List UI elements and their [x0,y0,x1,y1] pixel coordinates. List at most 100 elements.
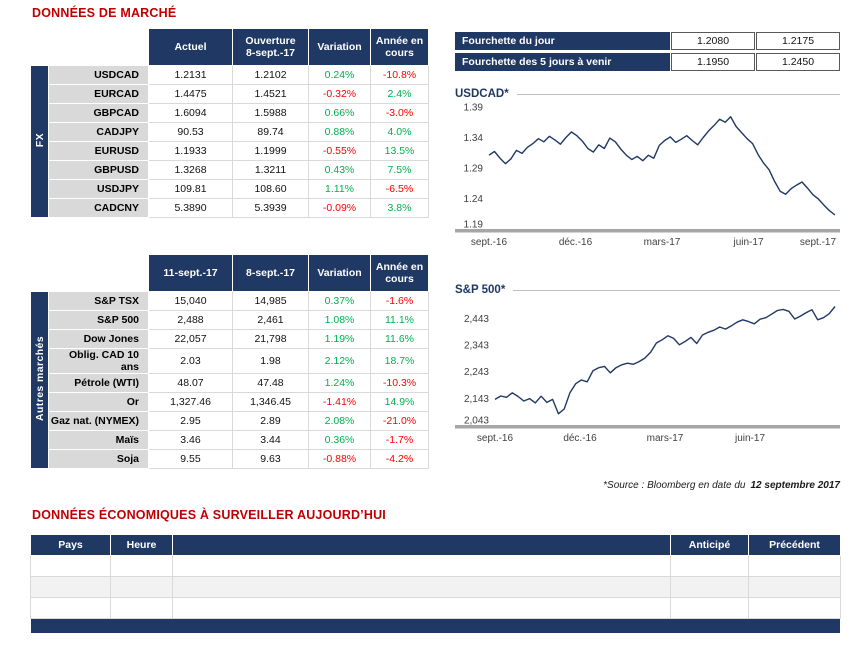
header-row: Actuel Ouverture 8-sept.-17 Variation Année… [31,28,429,66]
row-label: EURCAD [48,84,149,104]
variation-cell: 0.37% [308,291,371,311]
column-header: 11-sept.-17 [148,254,233,292]
empty-cell [670,555,749,577]
previous-value-cell: 1.5988 [232,103,309,123]
fourchette-5day-row: Fourchette des 5 jours à venir 1.1950 1.… [455,53,840,71]
economic-calendar-table: Pays Heure Anticipé Précédent [30,534,841,634]
chart-title-row: S&P 500* [455,284,840,296]
current-value-cell: 1.6094 [148,103,233,123]
title-rule [513,289,840,291]
empty-cell [110,576,173,598]
empty-cell [670,597,749,619]
empty-cell [30,576,111,598]
current-value-cell: 90.53 [148,122,233,142]
table-row: Autres marchés S&P TSX 15,040 14,985 0.37% -1… [30,291,429,469]
row-label: GBPUSD [48,160,149,180]
fourchette-day-low: 1.2080 [671,32,755,50]
svg-text:2,243: 2,243 [464,367,489,378]
table-row [30,576,841,598]
variation-cell: 1.11% [308,179,371,199]
current-value-cell: 1.4475 [148,84,233,104]
svg-text:mars-17: mars-17 [647,433,684,444]
table-row: EURCAD 1.4475 1.4521 -0.32% 2.4% [31,84,429,104]
variation-cell: -0.09% [308,198,371,218]
ytd-cell: 11.6% [370,329,429,349]
variation-cell: -0.32% [308,84,371,104]
previous-value-cell: 5.3939 [232,198,309,218]
table-row [30,597,841,619]
ytd-cell: -4.2% [370,449,429,469]
chart-title: USDCAD* [455,88,509,100]
table-row [30,555,841,577]
empty-cell [748,576,841,598]
previous-value-cell: 14,985 [232,291,309,311]
svg-text:2,043: 2,043 [464,416,489,427]
ytd-cell: -1.7% [370,430,429,450]
side-group-label-text: FX [33,132,46,148]
current-value-cell: 2.03 [148,348,233,374]
current-value-cell: 15,040 [148,291,233,311]
ytd-cell: -21.0% [370,411,429,431]
table-row: Oblig. CAD 10 ans 2.03 1.98 2.12% 18.7% [31,348,429,374]
column-header: Ouverture 8-sept.-17 [232,28,309,66]
ytd-cell: -3.0% [370,103,429,123]
empty-cell [110,597,173,619]
chart-canvas: 1.39 1.34 1.29 1.24 1.19 sept.-16 déc.-16 mars-… [455,103,840,248]
table-row: CADJPY 90.53 89.74 0.88% 4.0% [31,122,429,142]
fourchette-5day-high: 1.2450 [756,53,840,71]
variation-cell: 0.36% [308,430,371,450]
svg-text:mars-17: mars-17 [644,237,681,248]
row-label: Pétrole (WTI) [48,373,149,393]
footer-row [30,618,841,634]
table-row: USDJPY 109.81 108.60 1.11% -6.5% [31,179,429,199]
table-row: GBPUSD 1.3268 1.3211 0.43% 7.5% [31,160,429,180]
side-group-label: FX [30,65,49,218]
previous-value-cell: 2,461 [232,310,309,330]
previous-value-cell: 1.1999 [232,141,309,161]
previous-value-cell: 21,798 [232,329,309,349]
table-row: Pétrole (WTI) 48.07 47.48 1.24% -10.3% [31,373,429,393]
source-note-date: 12 septembre 2017 [750,480,840,491]
variation-cell: -0.88% [308,449,371,469]
svg-text:juin-17: juin-17 [732,237,763,248]
current-value-cell: 9.55 [148,449,233,469]
row-label: USDCAD [48,65,149,85]
column-header: Variation [308,28,371,66]
variation-cell: 0.66% [308,103,371,123]
variation-cell: -0.55% [308,141,371,161]
column-header [172,534,671,556]
previous-value-cell: 9.63 [232,449,309,469]
svg-text:sept.-16: sept.-16 [477,433,514,444]
row-label: USDJPY [48,179,149,199]
empty-cell [670,576,749,598]
ytd-cell: 13.5% [370,141,429,161]
ytd-cell: -10.8% [370,65,429,85]
variation-cell: 0.43% [308,160,371,180]
fourchette-day-label: Fourchette du jour [455,32,670,50]
ytd-cell: -1.6% [370,291,429,311]
column-header: Anticipé [670,534,749,556]
economic-data-title: DONNÉES ÉCONOMIQUES À SURVEILLER AUJOURD… [32,508,386,522]
header-spacer [31,255,149,292]
column-header: Année en cours [370,28,429,66]
empty-cell [30,597,111,619]
fourchette-5day-label: Fourchette des 5 jours à venir [455,53,670,71]
row-label: Oblig. CAD 10 ans [48,348,149,374]
previous-value-cell: 1.3211 [232,160,309,180]
sp500-chart: S&P 500* 2,443 2,343 2,243 2,143 2,043 sept.-… [455,284,840,452]
ytd-cell: 4.0% [370,122,429,142]
footer-bar [30,618,841,634]
column-header: Pays [30,534,111,556]
empty-cell [30,555,111,577]
current-value-cell: 5.3890 [148,198,233,218]
variation-cell: 2.12% [308,348,371,374]
market-data-title: DONNÉES DE MARCHÉ [32,6,177,20]
previous-value-cell: 1.4521 [232,84,309,104]
fourchette-day-row: Fourchette du jour 1.2080 1.2175 [455,32,840,50]
svg-text:déc.-16: déc.-16 [559,237,593,248]
row-label: Soja [48,449,149,469]
current-value-cell: 22,057 [148,329,233,349]
row-label: Gaz nat. (NYMEX) [48,411,149,431]
empty-cell [748,597,841,619]
chart-title: S&P 500* [455,284,506,296]
